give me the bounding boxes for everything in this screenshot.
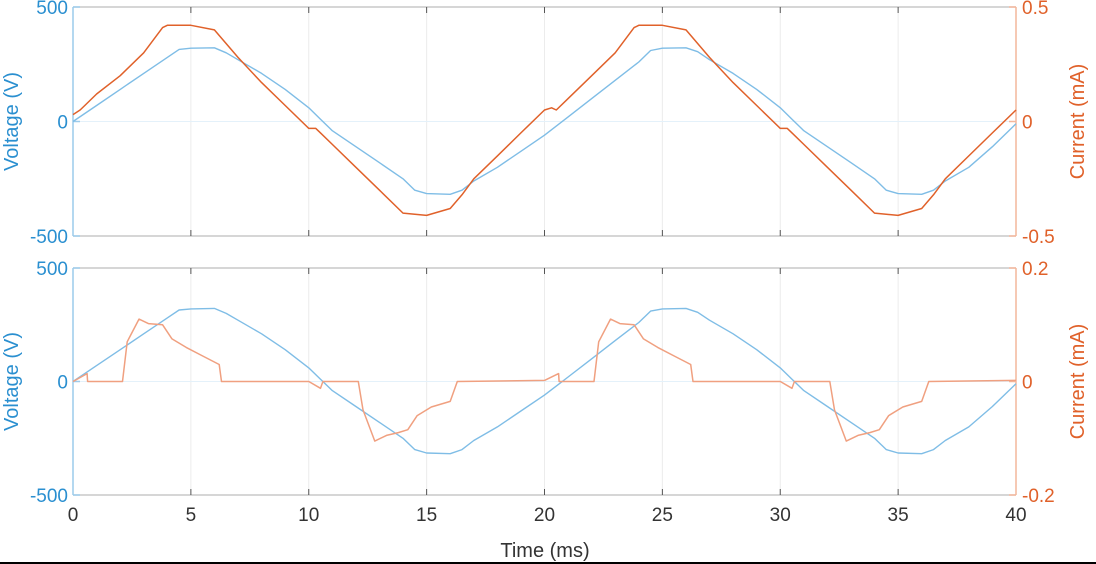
y-tick-label-left: 500 [36, 0, 68, 19]
y-tick-label-left: -500 [30, 486, 68, 507]
plot-top: -500 0 500 Voltage (V) -0.5 0 0.5 Current (mA) [1, 0, 1089, 248]
y-axis-label-right: Current (mA) [1067, 324, 1089, 440]
y-tick-label-right: -0.2 [1022, 486, 1055, 507]
x-tick-label: 15 [416, 505, 437, 526]
x-tick-label: 30 [770, 505, 791, 526]
x-tick-label: 10 [298, 505, 319, 526]
x-axis-label: Time (ms) [500, 540, 589, 562]
series-current-line [72, 24, 1017, 217]
y-tick-label-right: 0.2 [1022, 259, 1048, 280]
series-current-line [72, 318, 1017, 442]
y-tick-label-left: 0 [57, 373, 68, 394]
y-axis-label-right: Current (mA) [1067, 64, 1089, 180]
y-tick-label-right: 0 [1022, 113, 1033, 134]
y-tick-label-right: 0.5 [1022, 0, 1048, 19]
x-tick-label: 20 [534, 505, 555, 526]
x-tick-label: 5 [186, 505, 197, 526]
x-tick-label: 25 [652, 505, 673, 526]
y-axis-label-left: Voltage (V) [1, 332, 23, 431]
y-tick-label-right: 0 [1022, 373, 1033, 394]
y-tick-label-left: 0 [57, 113, 68, 134]
x-tick-label: 40 [1005, 505, 1026, 526]
x-tick-label: 0 [68, 505, 79, 526]
y-axis-label-left: Voltage (V) [1, 72, 23, 171]
series-voltage-line [72, 47, 1017, 195]
bottom-border [0, 562, 1096, 564]
x-tick-label: 35 [888, 505, 909, 526]
y-tick-label-right: -0.5 [1022, 227, 1055, 248]
y-tick-label-left: -500 [30, 227, 68, 248]
y-tick-label-left: 500 [36, 259, 68, 280]
